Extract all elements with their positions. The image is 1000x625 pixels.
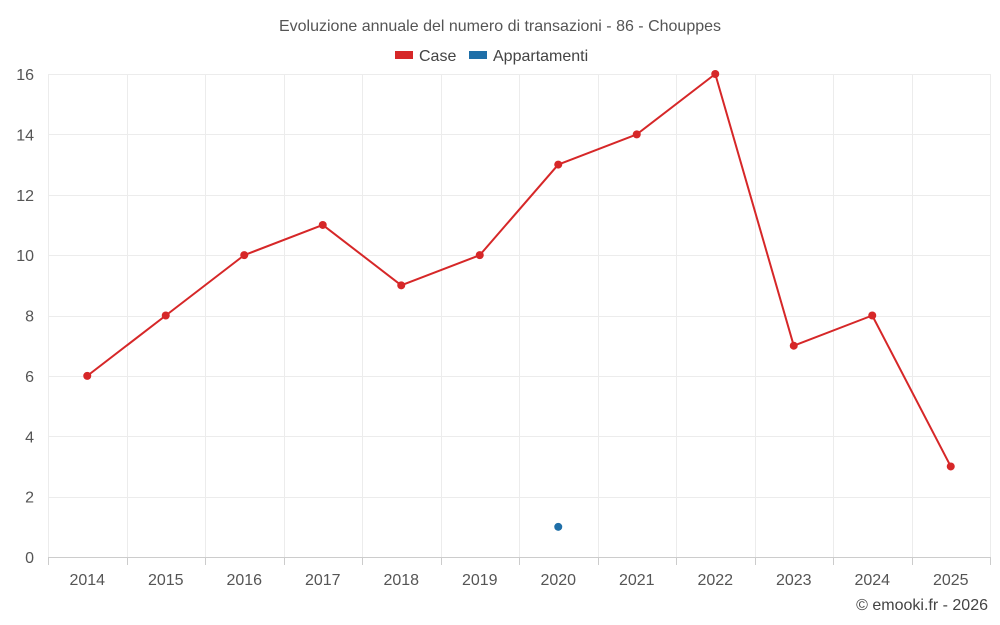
data-point-case[interactable] (946, 462, 955, 471)
x-tick-label: 2025 (933, 572, 969, 589)
x-tick-label: 2014 (69, 572, 105, 589)
x-tick-label: 2015 (148, 572, 184, 589)
legend-swatch-appartamenti[interactable] (469, 51, 487, 59)
y-tick-label: 4 (25, 429, 34, 446)
legend-swatch-case[interactable] (395, 51, 413, 59)
y-tick-label: 12 (16, 188, 34, 205)
data-point-case[interactable] (554, 160, 563, 169)
x-tick-label: 2024 (854, 572, 890, 589)
data-point-case[interactable] (318, 220, 327, 229)
y-tick-label: 2 (25, 490, 34, 507)
data-point-case[interactable] (475, 251, 484, 260)
y-tick-label: 16 (16, 67, 34, 84)
x-tick-label: 2023 (776, 572, 812, 589)
x-tick-label: 2021 (619, 572, 655, 589)
grid (48, 74, 991, 557)
y-tick-label: 14 (16, 127, 34, 144)
y-tick-label: 10 (16, 248, 34, 265)
x-tick-label: 2016 (226, 572, 262, 589)
x-tick-label: 2017 (305, 572, 341, 589)
x-axis-ticks: 2014 2015 2016 2017 2018 2019 2020 2021 2022 2023… (48, 557, 991, 589)
y-axis-ticks: 0 2 4 6 8 10 12 14 16 (16, 67, 34, 567)
chart-title: Evoluzione annuale del numero di transaz… (279, 18, 721, 35)
credit-text: © emooki.fr - 2026 (856, 597, 988, 614)
data-point-case[interactable] (83, 371, 92, 380)
data-point-case[interactable] (868, 311, 877, 320)
y-tick-label: 8 (25, 309, 34, 326)
x-tick-label: 2020 (540, 572, 576, 589)
x-tick-label: 2019 (462, 572, 498, 589)
data-point-case[interactable] (711, 70, 720, 78)
data-point-case[interactable] (161, 311, 170, 320)
y-tick-label: 6 (25, 369, 34, 386)
x-tick-label: 2018 (383, 572, 419, 589)
data-point-appartamenti[interactable] (554, 522, 563, 531)
legend: Case Appartamenti (395, 48, 588, 65)
series-points (83, 70, 955, 531)
y-tick-label: 0 (25, 550, 34, 567)
x-tick-label: 2022 (697, 572, 733, 589)
data-point-case[interactable] (789, 341, 798, 350)
legend-label-appartamenti[interactable]: Appartamenti (493, 48, 588, 65)
legend-label-case[interactable]: Case (419, 48, 456, 65)
series-line-case (86, 73, 952, 467)
data-point-case[interactable] (240, 251, 249, 260)
series-lines (86, 73, 952, 467)
data-point-case[interactable] (632, 130, 641, 139)
data-point-case[interactable] (397, 281, 406, 290)
